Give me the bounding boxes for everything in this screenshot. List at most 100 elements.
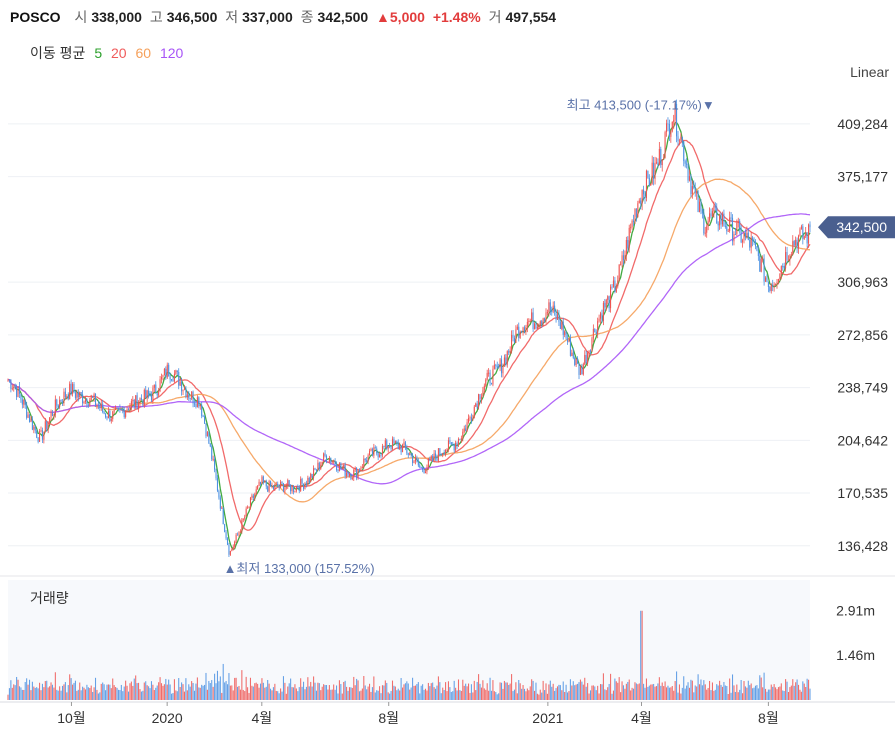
candle-body — [522, 327, 524, 333]
candle-body — [199, 404, 201, 407]
volume-bar — [634, 682, 636, 700]
volume-bar — [130, 681, 132, 700]
volume-bar — [505, 682, 507, 700]
volume-bar — [539, 689, 541, 700]
volume-bar — [637, 684, 639, 700]
volume-bar — [259, 683, 262, 700]
volume-bar — [235, 677, 237, 700]
ma-20-label[interactable]: 20 — [111, 45, 127, 61]
candle-body — [610, 286, 612, 309]
candle-body — [270, 481, 272, 487]
candle-body — [572, 352, 574, 358]
current-price-tag — [818, 216, 895, 239]
volume-bar — [739, 689, 741, 700]
volume-bar — [589, 690, 592, 700]
candle-body — [86, 398, 88, 405]
candle-body — [674, 103, 676, 120]
volume-panel-bg — [8, 580, 810, 700]
candle-body — [308, 477, 310, 482]
volume-bar — [333, 684, 335, 700]
candle-body — [552, 305, 554, 312]
ma-5-label[interactable]: 5 — [94, 45, 103, 61]
volume-bar — [258, 687, 260, 700]
volume-bar — [433, 687, 435, 700]
candle-body — [381, 446, 383, 456]
volume-bar — [179, 687, 181, 700]
volume-bar — [11, 687, 13, 700]
volume-bar — [242, 689, 244, 700]
candle-body — [423, 469, 425, 474]
volume-bar — [252, 686, 254, 700]
candle-body — [145, 389, 147, 399]
volume-bar — [54, 672, 56, 700]
volume-bar — [77, 689, 79, 700]
volume-bar — [89, 688, 91, 700]
volume-bar — [687, 682, 689, 700]
volume-bar — [272, 687, 274, 700]
volume-bar — [724, 685, 726, 700]
candle-body — [115, 407, 117, 410]
candle-body — [787, 259, 790, 261]
candle-body — [697, 191, 699, 213]
candle-body — [13, 386, 15, 389]
volume-bar — [521, 688, 523, 700]
candle-body — [698, 201, 701, 213]
volume-bar — [753, 687, 755, 700]
volume-bar — [457, 679, 460, 700]
volume-bar — [43, 687, 45, 700]
volume-tick-label: 1.46m — [836, 647, 875, 663]
ma-60-label[interactable]: 60 — [135, 45, 152, 61]
candle-body — [663, 157, 665, 160]
volume-bar — [450, 691, 452, 700]
volume-bar — [389, 693, 391, 700]
volume-bar — [625, 683, 627, 700]
volume-bar — [466, 686, 468, 700]
candle-body — [166, 364, 168, 378]
candle-body — [430, 456, 432, 460]
volume-bar — [188, 684, 190, 700]
volume-bar — [773, 684, 775, 700]
volume-bar — [588, 693, 590, 700]
candle-body — [41, 430, 43, 440]
volume-bar — [577, 683, 579, 700]
volume-bar — [496, 694, 498, 700]
candle-body — [731, 217, 734, 242]
volume-bar — [374, 692, 376, 700]
candle-body — [117, 408, 120, 410]
volume-bar — [509, 683, 511, 700]
candle-body — [334, 461, 336, 465]
candle-body — [445, 449, 447, 455]
ma-120-label[interactable]: 120 — [159, 45, 184, 61]
volume-bar — [84, 689, 87, 700]
volume-bar — [117, 689, 120, 700]
candle-body — [742, 240, 744, 243]
volume-bar — [449, 687, 451, 700]
candle-body — [561, 321, 563, 329]
candle-body — [202, 415, 204, 417]
volume-bar — [515, 682, 517, 700]
volume-bar — [307, 677, 309, 700]
volume-bar — [469, 692, 471, 700]
candle-body — [353, 469, 355, 478]
candle-body — [341, 468, 343, 470]
candle-body — [754, 241, 757, 247]
scale-mode-toggle[interactable]: Linear — [850, 64, 889, 80]
volume-bar — [479, 683, 481, 700]
volume-bar — [311, 686, 313, 700]
candle-body — [241, 519, 243, 532]
candle-body — [142, 399, 144, 405]
candle-body — [112, 411, 114, 420]
volume-bar — [568, 691, 570, 700]
candle-body — [90, 396, 92, 401]
volume-bar — [165, 678, 167, 700]
candle-body — [612, 280, 614, 287]
candle-body — [231, 549, 233, 551]
volume-bar — [413, 685, 415, 700]
volume-bar — [676, 671, 678, 700]
volume-bar — [270, 688, 272, 700]
candle-body — [255, 489, 257, 495]
candle-body — [615, 286, 617, 292]
candle-body — [287, 480, 289, 487]
candle-body — [457, 438, 460, 446]
